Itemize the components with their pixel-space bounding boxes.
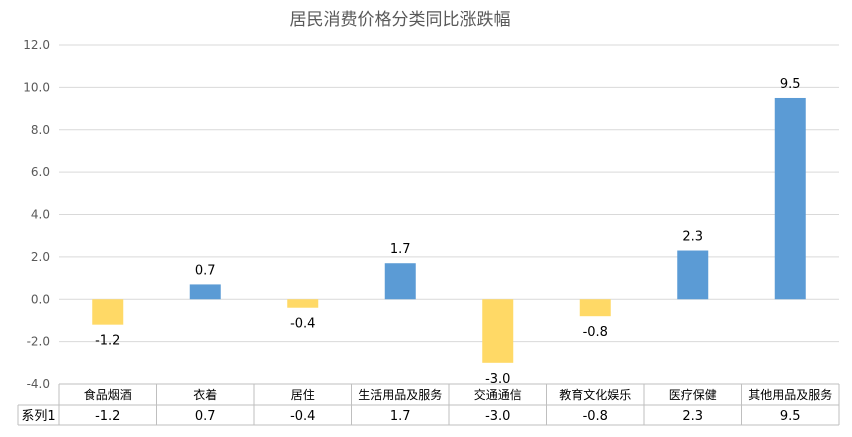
y-tick-label: 12.0 xyxy=(23,38,50,52)
y-tick-label: 4.0 xyxy=(31,208,50,222)
y-tick-label: 2.0 xyxy=(31,250,50,264)
data-labels: -1.2 0.7 -0.4 1.7 -3.0 -0.8 2.3 9.5 xyxy=(95,77,801,387)
data-label: -0.8 xyxy=(583,325,608,340)
data-label: -1.2 xyxy=(95,334,120,349)
x-tick-label: 交通通信 xyxy=(474,387,522,402)
table-value: 0.7 xyxy=(195,409,216,424)
x-tick-label: 居住 xyxy=(291,388,315,402)
table-value: -1.2 xyxy=(95,409,120,424)
bars xyxy=(92,97,806,363)
y-tick-label: 6.0 xyxy=(31,165,50,179)
y-tick-label: 0.0 xyxy=(31,292,50,306)
series-label: 系列1 xyxy=(21,409,55,424)
table-value: -3.0 xyxy=(485,409,510,424)
bar xyxy=(774,97,806,300)
gridlines xyxy=(59,44,839,343)
table-value: 9.5 xyxy=(780,409,801,424)
y-axis-ticks: 12.0 10.0 8.0 6.0 4.0 2.0 0.0 -2.0 -4.0 xyxy=(23,38,50,391)
data-table: 系列1 食品烟酒 -1.2 衣着 0.7 居住 -0.4 生活用品及服务 1.7 交通通信 -3.0… xyxy=(17,383,840,426)
data-label: 9.5 xyxy=(780,77,801,92)
table-value: 2.3 xyxy=(682,409,703,424)
x-tick-label: 其他用品及服务 xyxy=(748,387,832,402)
x-tick-label: 食品烟酒 xyxy=(84,387,132,402)
data-label: 1.7 xyxy=(390,242,411,257)
y-tick-label: 8.0 xyxy=(31,123,50,137)
y-tick-label: -4.0 xyxy=(27,377,50,391)
data-label: -0.4 xyxy=(290,317,315,332)
bar xyxy=(189,284,221,300)
x-tick-label: 生活用品及服务 xyxy=(358,387,442,402)
x-tick-label: 医疗保健 xyxy=(669,388,717,402)
bar xyxy=(92,299,124,325)
chart-title: 居民消费价格分类同比涨跌幅 xyxy=(290,10,511,30)
bar xyxy=(384,263,416,300)
bar xyxy=(482,299,514,363)
y-tick-label: 10.0 xyxy=(23,80,50,94)
table-value: 1.7 xyxy=(390,409,411,424)
bar xyxy=(287,299,319,308)
bar xyxy=(579,299,611,317)
x-tick-label: 衣着 xyxy=(193,387,217,402)
data-label: -3.0 xyxy=(485,372,510,387)
y-tick-label: -2.0 xyxy=(27,335,50,349)
data-label: 0.7 xyxy=(195,263,216,278)
bar xyxy=(677,250,709,300)
table-value: -0.4 xyxy=(290,409,315,424)
x-tick-label: 教育文化娱乐 xyxy=(559,387,631,402)
table-value: -0.8 xyxy=(583,409,608,424)
data-label: 2.3 xyxy=(682,230,703,245)
